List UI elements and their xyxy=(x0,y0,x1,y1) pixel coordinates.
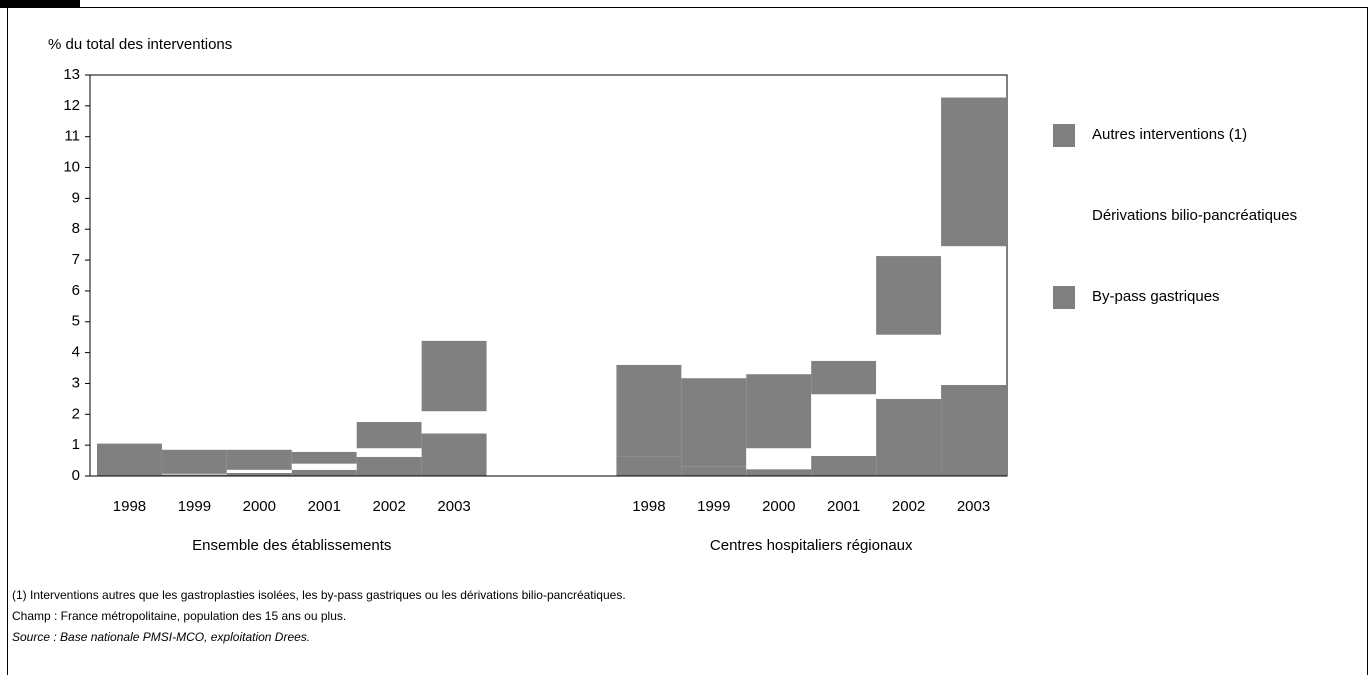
y-tick-label: 11 xyxy=(64,128,80,145)
bar-segment xyxy=(97,474,162,476)
x-tick-label: 2003 xyxy=(437,498,470,515)
bar-segment xyxy=(746,374,812,449)
legend-swatch xyxy=(1053,286,1075,309)
bar-segment xyxy=(291,463,357,470)
x-tick-label: 1998 xyxy=(113,498,146,515)
plot-frame xyxy=(89,74,1008,477)
group-label: Centres hospitaliers régionaux xyxy=(710,537,913,554)
bar-segment xyxy=(681,378,747,467)
bar-segment xyxy=(876,398,942,476)
x-tick-label: 1998 xyxy=(632,498,665,515)
bar-segment xyxy=(746,469,812,476)
bar-segment xyxy=(876,256,942,335)
y-tick-label: 13 xyxy=(63,66,80,83)
footnote: (1) Interventions autres que les gastrop… xyxy=(12,588,626,602)
bar-segment xyxy=(746,448,812,470)
y-tick-label: 6 xyxy=(72,282,80,299)
bar-segment xyxy=(291,469,357,476)
bar-segment xyxy=(97,443,162,475)
corner-tab xyxy=(0,0,80,8)
bar-segment xyxy=(356,422,422,449)
source: Source : Base nationale PMSI-MCO, exploi… xyxy=(12,630,310,644)
y-tick-label: 5 xyxy=(72,313,80,330)
y-tick-label: 0 xyxy=(72,467,80,484)
bar-segment xyxy=(876,334,942,399)
legend-swatch xyxy=(1053,205,1075,228)
x-tick-label: 2002 xyxy=(892,498,925,515)
bar-segment xyxy=(811,360,877,395)
group-label: Ensemble des établissements xyxy=(192,537,391,554)
bar-segment xyxy=(421,433,487,476)
footnote: Champ : France métropolitaine, populatio… xyxy=(12,609,346,623)
y-tick-label: 3 xyxy=(72,374,80,391)
bar-segment xyxy=(421,411,487,434)
x-tick-label: 2001 xyxy=(827,498,860,515)
x-tick-label: 1999 xyxy=(697,498,730,515)
bar-segment xyxy=(356,456,422,476)
y-tick-label: 2 xyxy=(72,405,80,422)
bar-segment xyxy=(226,469,292,473)
y-tick-label: 12 xyxy=(63,97,80,114)
bar-segment xyxy=(941,97,1006,247)
bar-segment xyxy=(681,466,747,476)
bar-segment xyxy=(941,246,1006,386)
y-tick-label: 10 xyxy=(63,159,80,176)
x-tick-label: 1999 xyxy=(178,498,211,515)
bar-segment xyxy=(616,364,682,457)
bar-segment xyxy=(226,472,292,476)
bar-segment xyxy=(291,451,357,464)
x-tick-label: 2001 xyxy=(308,498,341,515)
legend-label: Autres interventions (1) xyxy=(1092,126,1247,143)
bar-segment xyxy=(421,340,487,412)
y-tick-label: 4 xyxy=(72,344,80,361)
bar-segment xyxy=(161,474,227,476)
bar-segment xyxy=(811,455,877,476)
x-tick-label: 2003 xyxy=(957,498,990,515)
bar-segment xyxy=(226,449,292,470)
legend-swatch xyxy=(1053,124,1075,147)
bar-segment xyxy=(941,385,1006,476)
y-axis-title: % du total des interventions xyxy=(48,36,232,53)
bar-segment xyxy=(161,449,227,474)
bar-segment xyxy=(811,394,877,456)
y-tick-label: 7 xyxy=(72,251,80,268)
bar-segment xyxy=(356,448,422,457)
y-tick-label: 8 xyxy=(72,220,80,237)
legend-label: Dérivations bilio-pancréatiques xyxy=(1092,207,1297,224)
y-tick-label: 1 xyxy=(72,436,80,453)
bar-segment xyxy=(161,473,227,475)
x-tick-label: 2000 xyxy=(243,498,276,515)
y-tick-label: 9 xyxy=(72,189,80,206)
bar-segment xyxy=(616,456,682,476)
x-tick-label: 2002 xyxy=(372,498,405,515)
x-tick-label: 2000 xyxy=(762,498,795,515)
frame xyxy=(7,7,1368,675)
legend-label: By-pass gastriques xyxy=(1092,288,1220,305)
